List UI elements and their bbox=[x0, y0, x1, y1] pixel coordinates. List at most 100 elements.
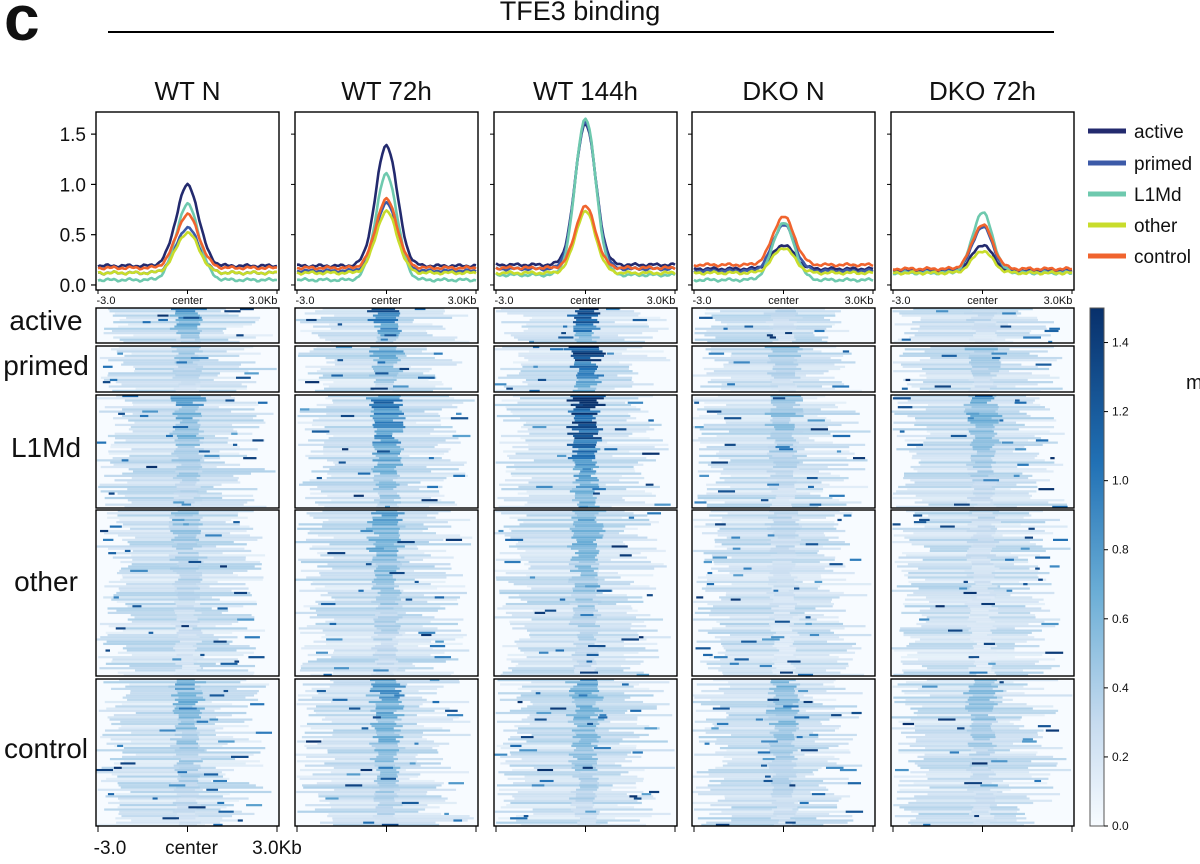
heatmap-row bbox=[334, 363, 457, 366]
heatmap-row bbox=[496, 414, 631, 418]
heatmap-dash bbox=[178, 707, 197, 710]
heatmap-center-signal bbox=[374, 660, 399, 663]
heatmap-row bbox=[907, 563, 1014, 566]
heatmap-dash bbox=[239, 308, 254, 311]
heatmap-row bbox=[710, 465, 828, 469]
heatmap-dash bbox=[377, 361, 386, 364]
heatmap-center-signal bbox=[970, 749, 988, 752]
heatmap-row bbox=[893, 534, 1003, 537]
heatmap-center-signal bbox=[769, 571, 790, 575]
heatmap-center-signal bbox=[570, 547, 596, 550]
heatmap-center-signal bbox=[775, 472, 793, 475]
heatmap-dash bbox=[107, 793, 115, 796]
colorbar bbox=[1089, 307, 1105, 827]
heatmap-center-signal bbox=[179, 640, 202, 643]
heatmap-row bbox=[898, 742, 1014, 745]
heatmap-row bbox=[930, 618, 1061, 621]
x-tick-label: 3.0Kb bbox=[249, 295, 278, 307]
heatmap-dash bbox=[257, 401, 268, 404]
heatmap-center-signal bbox=[174, 638, 193, 641]
heatmap-center-signal bbox=[569, 490, 595, 493]
heatmap-row bbox=[99, 622, 232, 626]
heatmap-center-signal bbox=[576, 793, 596, 796]
heatmap-dash bbox=[582, 468, 592, 471]
heatmap-center-signal bbox=[178, 365, 204, 368]
heatmap-row bbox=[913, 523, 1021, 526]
heatmap-center-signal bbox=[574, 385, 591, 388]
heatmap-dash bbox=[999, 419, 1004, 422]
heatmap-row bbox=[697, 576, 822, 579]
heatmap-dash bbox=[716, 722, 729, 726]
heatmap-row bbox=[694, 332, 814, 335]
heatmap-center-signal bbox=[969, 476, 997, 480]
heatmap-center-signal bbox=[775, 481, 797, 484]
heatmap-center-signal bbox=[571, 412, 598, 415]
heatmap-center-signal bbox=[769, 687, 795, 690]
heatmap-row bbox=[307, 653, 431, 657]
heatmap-row bbox=[317, 552, 425, 555]
heatmap-row bbox=[495, 711, 625, 715]
heatmap-center-signal bbox=[377, 461, 402, 464]
heatmap-center-signal bbox=[578, 476, 598, 480]
heatmap-dash bbox=[96, 768, 114, 772]
heatmap-center-signal bbox=[580, 673, 597, 676]
heatmap-center-signal bbox=[776, 799, 798, 802]
heatmap-frame bbox=[294, 345, 479, 393]
heatmap-row bbox=[300, 560, 410, 564]
heatmap-row bbox=[99, 410, 232, 413]
heatmap-center-signal bbox=[976, 532, 996, 535]
heatmap-center-signal bbox=[174, 808, 197, 811]
heatmap-dash bbox=[842, 350, 850, 353]
heatmap-row bbox=[692, 700, 814, 704]
heatmap-row bbox=[905, 483, 1017, 486]
heatmap-dash bbox=[966, 412, 980, 415]
heatmap-center-signal bbox=[169, 327, 198, 330]
heatmap-dash bbox=[234, 660, 240, 663]
heatmap-row bbox=[96, 459, 205, 462]
heatmap-dash bbox=[647, 512, 662, 515]
heatmap-center-signal bbox=[182, 731, 200, 734]
heatmap-center-signal bbox=[169, 314, 200, 317]
heatmap-center-signal bbox=[376, 729, 401, 732]
heatmap-center-signal bbox=[975, 583, 992, 586]
heatmap-row bbox=[693, 600, 832, 603]
heatmap-dash bbox=[706, 410, 722, 413]
heatmap-center-signal bbox=[568, 563, 600, 566]
heatmap-center-signal bbox=[970, 594, 997, 597]
heatmap-center-signal bbox=[773, 336, 795, 339]
heatmap-row bbox=[305, 454, 410, 458]
heatmap-center-signal bbox=[976, 801, 995, 805]
heatmap-block-other bbox=[493, 509, 678, 677]
heatmap-center-signal bbox=[570, 395, 606, 398]
heatmap-dash bbox=[417, 376, 435, 379]
heatmap-center-signal bbox=[964, 602, 993, 606]
heatmap-dash bbox=[974, 815, 980, 818]
heatmap-center-signal bbox=[568, 578, 599, 581]
heatmap-dash bbox=[734, 658, 749, 661]
heatmap-center-signal bbox=[170, 738, 200, 741]
heatmap-dash bbox=[814, 329, 825, 333]
heatmap-center-signal bbox=[375, 545, 405, 548]
heatmap-row bbox=[499, 441, 608, 444]
heatmap-row bbox=[106, 742, 228, 745]
heatmap-row bbox=[710, 350, 822, 353]
heatmap-row bbox=[330, 771, 470, 774]
heatmap-center-signal bbox=[168, 525, 199, 528]
heatmap-center-signal bbox=[171, 399, 207, 402]
heatmap-center-signal bbox=[573, 642, 595, 646]
heatmap-row bbox=[308, 439, 446, 442]
heatmap-dash bbox=[598, 716, 608, 719]
heatmap-center-signal bbox=[973, 323, 996, 326]
heatmap-center-signal bbox=[378, 753, 397, 756]
heatmap-center-signal bbox=[972, 578, 992, 581]
heatmap-center-signal bbox=[968, 616, 990, 619]
heatmap-center-signal bbox=[174, 725, 195, 728]
heatmap-dash bbox=[586, 660, 593, 663]
heatmap-center-signal bbox=[968, 703, 998, 706]
heatmap-center-signal bbox=[375, 806, 393, 809]
heatmap-center-signal bbox=[968, 667, 992, 670]
heatmap-center-signal bbox=[571, 729, 595, 732]
heatmap-row bbox=[915, 640, 1027, 643]
panel-wt-n: WT N0.00.51.01.5-3.0 center 3.0Kb-3.0 cente… bbox=[60, 76, 302, 859]
heatmap-dash bbox=[761, 638, 780, 641]
